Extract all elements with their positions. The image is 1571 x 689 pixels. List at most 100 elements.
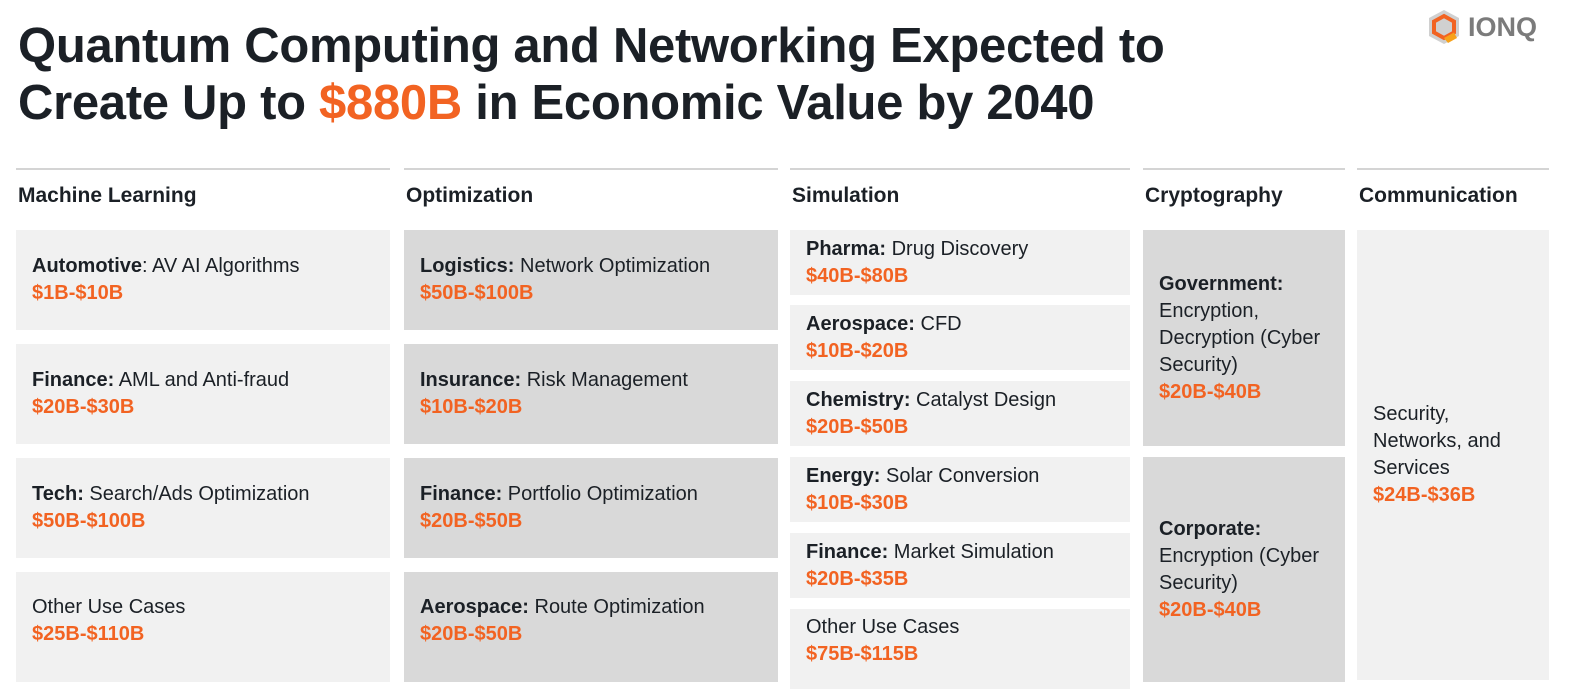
use-case-card: Corporate: Encryption (Cyber Security) $20… [1143,457,1345,682]
use-case-label: Chemistry: Catalyst Design [806,387,1130,414]
value-range: $20B-$30B [32,396,135,418]
use-case-desc: Encryption, Decryption (Cyber Security) [1159,299,1321,376]
industry: Chemistry: [806,388,911,411]
use-case-desc: Encryption (Cyber Security) [1159,544,1320,594]
use-case-desc: Search/Ads Optimization [83,483,310,505]
category-column-simulation: Simulation Pharma: Drug Discovery $40B-$80… [790,168,1130,689]
industry: Energy: [806,464,881,487]
industry: Aerospace: [420,596,529,618]
use-case-label: Corporate: Encryption (Cyber Security) [1159,516,1331,597]
title-highlight: $880B [319,76,462,130]
column-header: Optimization [406,184,534,207]
value-range: $40B-$80B [806,264,909,287]
use-case-desc: Portfolio Optimization [502,483,698,505]
value-range: $1B-$10B [32,282,124,304]
value-range: $20B-$40B [1159,380,1262,403]
value-range: $50B-$100B [32,510,146,532]
use-case-card: Tech: Search/Ads Optimization $50B-$100B [16,458,390,558]
use-case-desc: Drug Discovery [886,237,1029,260]
category-column-optimization: Optimization Logistics: Network Optimizat… [404,168,778,682]
industry: Finance: [32,369,115,391]
use-case-card: Finance: Market Simulation $20B-$35B [790,533,1130,598]
title-text: in Economic Value by 2040 [461,76,1095,130]
use-case-card: Government: Encryption, Decryption (Cyber… [1143,230,1345,446]
divider [404,168,778,170]
use-case-desc: Other Use Cases [806,616,960,638]
title-text: Create Up to [18,76,320,130]
ionq-logo: IONQ [1426,8,1537,46]
use-case-desc: Market Simulation [888,540,1054,563]
use-case-label: Automotive: AV AI Algorithms [32,253,390,280]
use-case-desc: Network Optimization [514,255,711,277]
use-case-desc: CFD [914,312,962,335]
use-case-desc: Security, Networks, and Services [1373,403,1501,479]
value-range: $10B-$30B [806,491,909,514]
value-range: $25B-$110B [32,623,145,645]
value-range: $24B-$36B [1373,484,1476,506]
use-case-label: Other Use Cases [32,594,390,621]
title-line-1: Quantum Computing and Networking Expecte… [18,19,1165,73]
use-case-desc: Other Use Cases [32,596,186,618]
title-line-2: Create Up to $880B in Economic Value by … [18,75,1164,132]
use-case-card: Finance: Portfolio Optimization $20B-$50B [404,458,778,558]
logo-text: IONQ [1468,11,1538,42]
use-case-label: Aerospace: CFD [806,311,1130,338]
use-case-desc: Risk Management [521,369,688,391]
use-case-card: Energy: Solar Conversion $10B-$30B [790,457,1130,522]
ionq-hexagon-icon [1429,10,1459,44]
use-case-card: Security, Networks, and Services $24B-$36… [1357,230,1549,680]
industry: Pharma: [806,237,887,260]
industry: Finance: [420,483,503,505]
value-range: $10B-$20B [806,339,909,362]
use-case-card: Other Use Cases $25B-$110B [16,572,390,682]
industry: Finance: [806,540,889,563]
use-case-desc: Route Optimization [528,596,705,618]
use-case-label: Logistics: Network Optimization [420,253,778,280]
use-case-label: Security, Networks, and Services [1373,401,1535,482]
use-case-label: Finance: Portfolio Optimization [420,481,778,508]
page-title: Quantum Computing and Networking Expecte… [18,18,1165,132]
use-case-card: Logistics: Network Optimization $50B-$100… [404,230,778,330]
column-header: Communication [1359,184,1518,207]
use-case-label: Energy: Solar Conversion [806,463,1130,490]
divider [16,168,390,170]
use-case-card: Other Use Cases $75B-$115B [790,609,1130,689]
value-range: $20B-$50B [420,623,523,645]
column-header: Cryptography [1145,184,1283,207]
use-case-desc: Solar Conversion [880,464,1040,487]
value-range: $50B-$100B [420,282,534,304]
use-case-label: Government: Encryption, Decryption (Cyber… [1159,271,1331,379]
use-case-label: Finance: AML and Anti-fraud [32,367,390,394]
value-range: $75B-$115B [806,643,919,665]
divider [1143,168,1345,170]
value-range: $10B-$20B [420,396,523,418]
use-case-label: Finance: Market Simulation [806,539,1130,566]
use-case-card: Pharma: Drug Discovery $40B-$80B [790,230,1130,295]
use-case-card: Aerospace: Route Optimization $20B-$50B [404,572,778,682]
value-range: $20B-$35B [806,567,909,590]
use-case-card: Automotive: AV AI Algorithms $1B-$10B [16,230,390,330]
industry: Corporate: [1159,517,1262,540]
industry: Government: [1159,272,1284,295]
use-case-desc: Catalyst Design [910,388,1057,411]
use-case-desc: AML and Anti-fraud [114,369,290,391]
industry: Tech: [32,483,84,505]
use-case-card: Aerospace: CFD $10B-$20B [790,305,1130,370]
value-range: $20B-$50B [420,510,523,532]
category-column-communication: Communication Security, Networks, and Ser… [1357,168,1549,680]
column-header: Simulation [792,184,900,207]
value-range: $20B-$40B [1159,598,1262,621]
divider [1357,168,1549,170]
use-case-card: Chemistry: Catalyst Design $20B-$50B [790,381,1130,446]
industry: Automotive [32,255,142,277]
value-range: $20B-$50B [806,415,909,438]
use-case-label: Other Use Cases [806,614,1130,641]
industry: Insurance: [420,369,522,391]
use-case-desc: : AV AI Algorithms [142,255,300,277]
use-case-label: Pharma: Drug Discovery [806,236,1130,263]
column-header: Machine Learning [18,184,197,207]
category-column-machine-learning: Machine Learning Automotive: AV AI Algori… [16,168,390,682]
industry: Aerospace: [806,312,915,335]
use-case-card: Insurance: Risk Management $10B-$20B [404,344,778,444]
use-case-label: Aerospace: Route Optimization [420,594,778,621]
